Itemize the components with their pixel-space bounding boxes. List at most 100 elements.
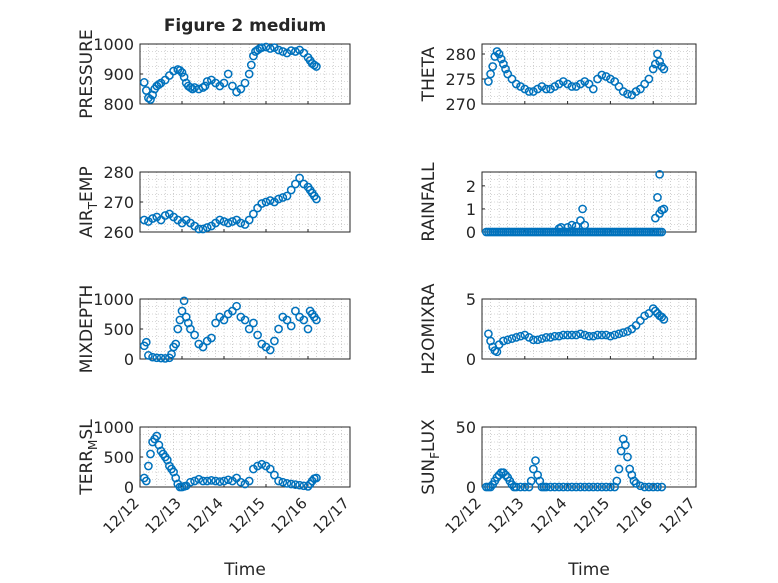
data-point bbox=[228, 81, 237, 91]
axes-box bbox=[481, 171, 697, 233]
y-tick-label: 270 bbox=[445, 95, 476, 114]
data-point bbox=[165, 71, 174, 80]
y-axis-label-subscript: M bbox=[86, 440, 100, 450]
y-axis-label-main: RAINFALL bbox=[419, 162, 439, 242]
data-point bbox=[593, 74, 602, 84]
data-point bbox=[240, 78, 250, 88]
data-point bbox=[160, 211, 170, 220]
y-tick-label: 500 bbox=[103, 320, 134, 339]
data-point bbox=[618, 328, 628, 337]
y-axis-label-subscript: T bbox=[86, 201, 100, 210]
data-point bbox=[571, 82, 581, 91]
data-point bbox=[618, 87, 628, 96]
y-tick-label: 0 bbox=[466, 223, 476, 242]
data-point bbox=[291, 480, 300, 489]
data-point bbox=[546, 84, 555, 94]
data-point bbox=[236, 218, 246, 228]
data-point bbox=[219, 476, 229, 486]
y-axis-label-main: MIXDEPTH bbox=[77, 285, 97, 374]
x-axis-label-left: Time bbox=[223, 560, 266, 580]
data-point bbox=[529, 464, 538, 474]
data-point bbox=[223, 218, 233, 228]
data-point bbox=[623, 452, 632, 462]
data-point bbox=[146, 95, 155, 104]
data-point bbox=[576, 329, 585, 339]
data-point bbox=[492, 473, 502, 482]
y-axis-label-main: SUN bbox=[419, 459, 439, 495]
data-point bbox=[291, 306, 300, 316]
data-point bbox=[584, 79, 594, 89]
data-point bbox=[529, 335, 538, 345]
data-point bbox=[616, 446, 626, 456]
data-point bbox=[278, 193, 288, 202]
data-point bbox=[558, 77, 568, 86]
data-point bbox=[563, 79, 572, 89]
x-tick-label: 12/13 bbox=[142, 494, 185, 537]
data-point bbox=[291, 179, 300, 189]
data-point bbox=[659, 315, 669, 324]
figure-title: Figure 2 medium bbox=[164, 16, 326, 36]
data-point bbox=[207, 333, 216, 343]
data-point bbox=[173, 324, 183, 334]
data-point bbox=[655, 169, 664, 179]
data-point bbox=[516, 82, 525, 91]
y-axis-label-main: THETA bbox=[419, 46, 439, 102]
data-point bbox=[533, 84, 542, 94]
data-point bbox=[257, 199, 267, 208]
data-point bbox=[507, 74, 517, 84]
data-point bbox=[274, 476, 283, 486]
data-point bbox=[486, 69, 495, 79]
data-point bbox=[265, 196, 275, 205]
data-point bbox=[299, 315, 309, 325]
data-point bbox=[141, 86, 151, 95]
data-point bbox=[211, 318, 220, 328]
data-point bbox=[576, 482, 585, 492]
data-point bbox=[240, 315, 250, 325]
data-point bbox=[610, 77, 620, 86]
data-point bbox=[593, 482, 602, 492]
data-point bbox=[541, 333, 551, 342]
y-tick-label: 270 bbox=[103, 193, 134, 212]
data-point bbox=[584, 482, 594, 492]
x-tick-label: 12/12 bbox=[100, 494, 143, 537]
data-point bbox=[606, 331, 615, 341]
data-point bbox=[588, 84, 598, 94]
y-axis-label: RAINFALL bbox=[419, 162, 439, 242]
data-point bbox=[274, 45, 283, 55]
data-point bbox=[257, 459, 267, 469]
y-axis-label: PRESSURE bbox=[77, 29, 97, 118]
data-point bbox=[154, 80, 164, 89]
data-point bbox=[309, 60, 319, 70]
data-point bbox=[190, 83, 199, 92]
y-axis-label: SUNFLUX bbox=[419, 419, 442, 495]
data-point bbox=[496, 54, 506, 64]
data-point bbox=[640, 311, 649, 321]
data-point bbox=[507, 334, 517, 343]
data-point bbox=[148, 214, 157, 223]
data-point bbox=[484, 77, 493, 86]
data-point bbox=[274, 194, 283, 204]
data-point bbox=[588, 482, 598, 492]
data-point bbox=[282, 191, 292, 201]
y-axis-label-subscript: F bbox=[428, 452, 442, 459]
data-point bbox=[186, 477, 195, 487]
data-point bbox=[537, 82, 547, 91]
y-tick-label: 0 bbox=[124, 478, 134, 497]
y-tick-label: 260 bbox=[103, 223, 134, 242]
data-point bbox=[160, 354, 170, 363]
data-point bbox=[177, 306, 187, 316]
data-point bbox=[244, 215, 254, 225]
y-axis-label-main: PRESSURE bbox=[77, 29, 97, 118]
data-point bbox=[580, 330, 590, 340]
data-point bbox=[223, 69, 233, 79]
data-point bbox=[488, 62, 498, 71]
data-point bbox=[503, 69, 513, 79]
data-point bbox=[623, 327, 632, 336]
data-point bbox=[601, 72, 611, 81]
data-point bbox=[202, 476, 212, 486]
data-point bbox=[567, 220, 577, 230]
y-tick-label: 0 bbox=[124, 350, 134, 369]
panel-theta: 270 275 280 THETA bbox=[419, 43, 697, 114]
